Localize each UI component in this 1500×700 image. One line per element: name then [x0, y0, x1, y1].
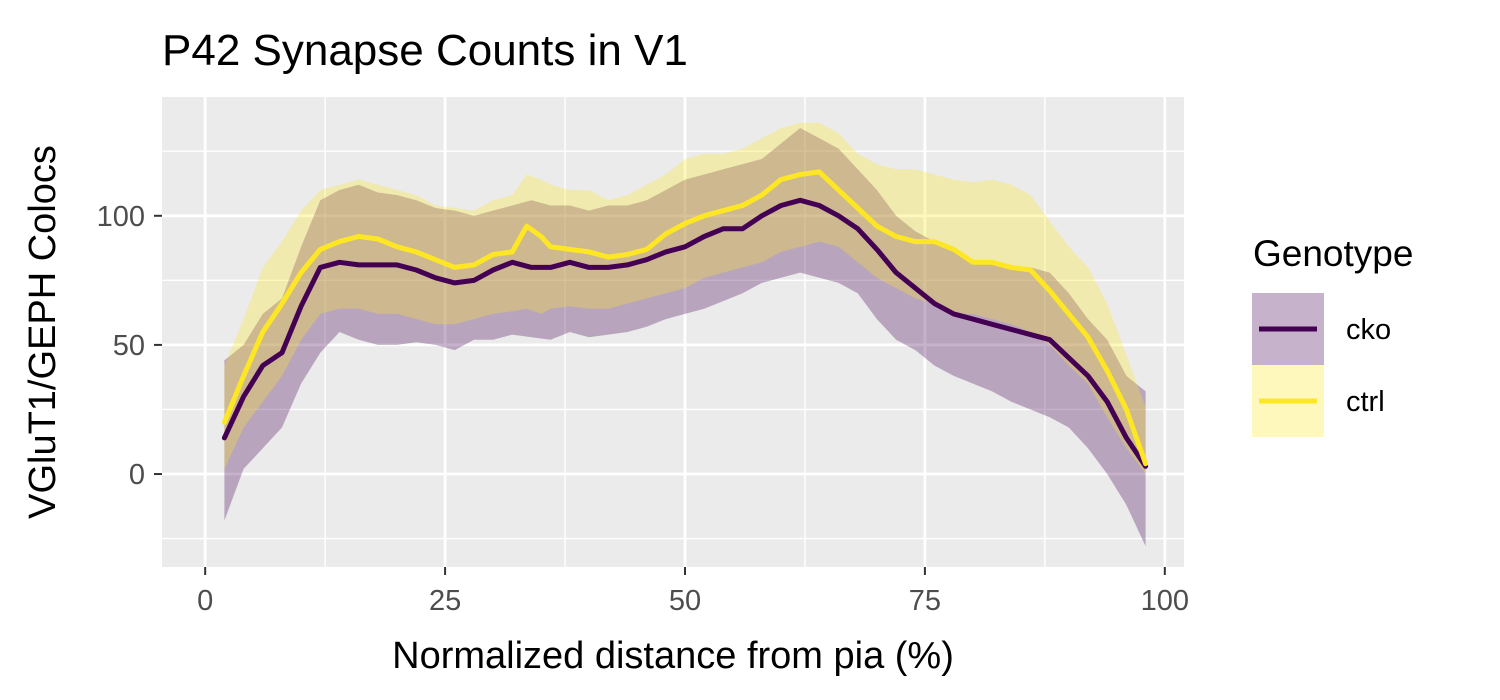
legend: Genotype cko ctrl	[1252, 233, 1413, 437]
legend-title: Genotype	[1253, 233, 1413, 274]
x-tick-label: 75	[909, 585, 941, 617]
x-axis-title: Normalized distance from pia (%)	[392, 635, 954, 677]
x-tick-label: 100	[1141, 585, 1189, 617]
major-gridlines	[162, 97, 1184, 567]
y-axis-title: VGluT1/GEPH Colocs	[22, 145, 64, 519]
ribbon-ctrl	[224, 122, 1146, 475]
chart-title: P42 Synapse Counts in V1	[162, 26, 688, 75]
x-tick-label: 25	[429, 585, 461, 617]
confidence-ribbons	[224, 122, 1146, 547]
y-tick-label: 100	[97, 201, 145, 233]
y-axis: 0 50 100	[97, 201, 162, 491]
line-cko	[221, 197, 1149, 469]
legend-label-ctrl: ctrl	[1346, 386, 1385, 418]
legend-label-cko: cko	[1346, 314, 1391, 346]
ribbon-cko	[224, 128, 1146, 547]
line-ctrl	[221, 169, 1149, 467]
x-tick-label: 0	[197, 585, 213, 617]
y-tick-label: 50	[113, 330, 145, 362]
series-lines	[221, 169, 1149, 469]
x-axis: 0 25 50 75 100	[197, 567, 1189, 617]
x-tick-label: 50	[669, 585, 701, 617]
y-tick-label: 0	[129, 459, 145, 491]
